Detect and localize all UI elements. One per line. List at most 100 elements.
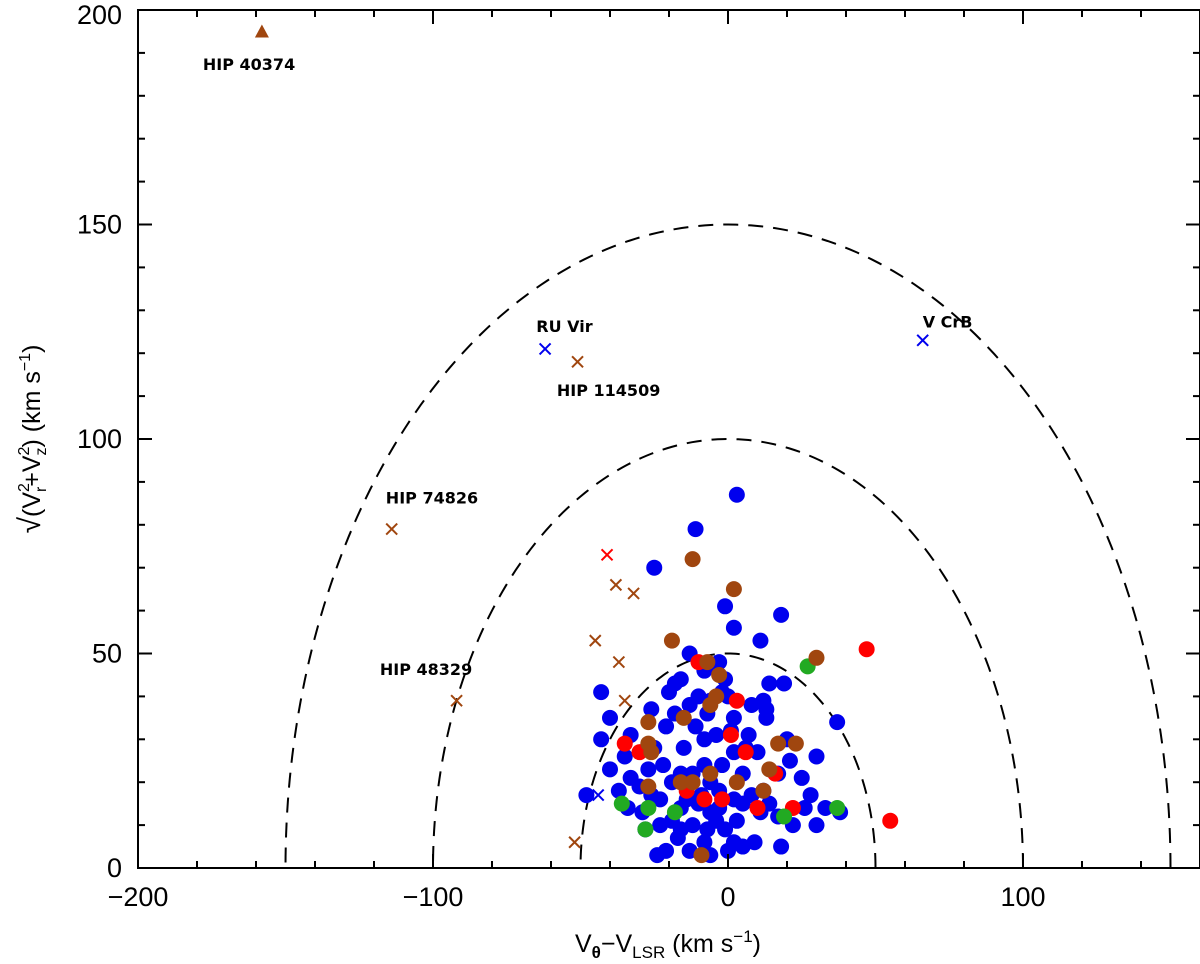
star-label: HIP 48329: [380, 660, 472, 679]
star-label: HIP 74826: [386, 488, 478, 507]
brown-circle-point: [675, 709, 692, 726]
brown-circle-point: [663, 632, 680, 649]
blue-circle-point: [658, 718, 675, 735]
y-tick-label: 0: [107, 853, 122, 883]
brown-circle-point: [693, 847, 710, 864]
brown-circle-point: [755, 782, 772, 799]
x-axis-title: Vθ−VLSR (km s−1): [575, 927, 761, 962]
blue-circle-point: [802, 787, 819, 804]
brown-circle-point: [728, 774, 745, 791]
red-circle-point: [737, 744, 754, 761]
blue-circle-point: [728, 486, 745, 503]
red-circle-point: [882, 812, 899, 829]
brown-circle-point: [643, 744, 660, 761]
blue-circle-point: [773, 606, 790, 623]
red-circle-point: [858, 641, 875, 658]
blue-circle-point: [593, 684, 610, 701]
red-circle-point: [696, 791, 713, 808]
blue-circle-point: [675, 739, 692, 756]
x-tick-label: 0: [720, 882, 735, 912]
brown-circle-point: [684, 774, 701, 791]
blue-circle-point: [714, 757, 731, 774]
blue-circle-point: [740, 727, 757, 744]
blue-circle-point: [687, 521, 704, 538]
brown-cross-point: [385, 522, 398, 536]
y-tick-label: 100: [77, 424, 122, 454]
data-points: [254, 24, 929, 864]
red-circle-point: [728, 692, 745, 709]
blue-circle-point: [578, 787, 595, 804]
blue-circle-point: [669, 829, 686, 846]
green-circle-point: [637, 821, 654, 838]
blue-circle-point: [725, 709, 742, 726]
brown-circle-point: [770, 735, 787, 752]
blue-circle-point: [717, 821, 734, 838]
dashed-circle-r100: [432, 437, 1024, 868]
green-circle-point: [829, 799, 846, 816]
green-circle-point: [666, 804, 683, 821]
red-circle-point: [749, 799, 766, 816]
blue-circle-point: [781, 752, 798, 769]
dashed-circle-r150: [284, 223, 1172, 868]
brown-cross-point: [568, 836, 581, 849]
blue-circle-point: [761, 675, 778, 692]
blue-circle-point: [717, 598, 734, 615]
x-tick-label: 100: [1000, 882, 1045, 912]
x-tick-label: −200: [108, 882, 169, 912]
green-circle-point: [776, 808, 793, 825]
blue-circle-point: [808, 817, 825, 834]
blue-cross-point: [538, 342, 552, 356]
brown-circle-point: [640, 778, 657, 795]
green-circle-point: [613, 795, 630, 812]
y-axis-title: √(V2r+V2z) (km s−1): [14, 345, 50, 534]
blue-circle-point: [728, 812, 745, 829]
brown-cross-point: [571, 355, 584, 368]
blue-circle-point: [640, 761, 657, 778]
blue-circle-point: [699, 821, 716, 838]
blue-circle-point: [749, 744, 766, 761]
brown-circle-point: [640, 714, 657, 731]
blue-circle-point: [661, 684, 677, 701]
star-annotations: HIP 40374 RU Vir HIP 114509 V CrB HIP 74826 H…: [203, 55, 973, 679]
blue-circle-point: [808, 748, 825, 765]
brown-cross-point: [589, 634, 602, 647]
blue-circle-point: [711, 654, 728, 671]
red-circle-point: [714, 791, 731, 808]
red-cross-point: [600, 548, 614, 562]
y-tick-label: 150: [77, 210, 122, 240]
blue-circle-point: [720, 842, 736, 859]
red-circle-point: [722, 727, 739, 744]
blue-circle-point: [652, 791, 669, 808]
brown-circle-point: [787, 735, 804, 752]
brown-circle-point: [702, 765, 719, 782]
blue-circle-point: [793, 769, 810, 786]
blue-circle-point: [652, 817, 669, 834]
blue-circle-point: [734, 795, 751, 812]
blue-circle-point: [725, 744, 742, 761]
blue-circle-point: [725, 619, 742, 636]
blue-cross-point: [591, 788, 605, 802]
blue-circle-point: [649, 847, 666, 864]
blue-circle-point: [752, 632, 769, 649]
blue-circle-point: [610, 782, 627, 799]
reference-curves: [284, 223, 1172, 868]
blue-circle-point: [602, 761, 618, 778]
star-label: V CrB: [923, 312, 973, 331]
brown-circle-point: [699, 654, 716, 671]
blue-circle-point: [602, 709, 618, 726]
brown-circle-point: [761, 761, 778, 778]
star-label: RU Vir: [536, 317, 592, 336]
brown-circle-point: [711, 666, 728, 683]
blue-circle-point: [684, 817, 701, 834]
blue-circle-point: [616, 748, 633, 765]
blue-circle-point: [796, 799, 813, 816]
blue-circle-point: [743, 696, 760, 713]
axes: [137, 9, 1200, 869]
blue-circle-point: [696, 731, 713, 748]
blue-circle-point: [758, 709, 775, 726]
y-tick-label: 50: [92, 639, 122, 669]
blue-circle-point: [773, 838, 790, 855]
blue-circle-point: [817, 799, 834, 816]
blue-circle-point: [681, 696, 698, 713]
tick-labels: −200 −100 0 100 0 50 100 150 200: [77, 0, 1046, 912]
